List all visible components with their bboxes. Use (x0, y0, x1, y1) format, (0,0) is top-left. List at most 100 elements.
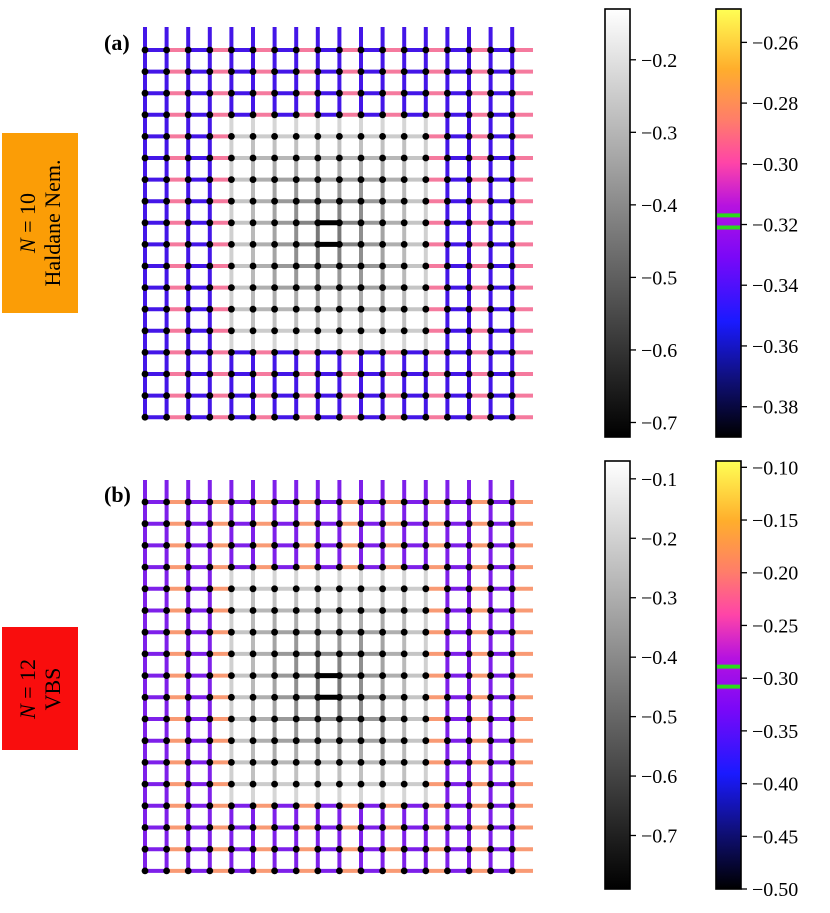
lattice-site (314, 176, 322, 184)
lattice-site (357, 845, 365, 853)
lattice-site (465, 650, 473, 658)
lattice-site (379, 759, 386, 766)
panel-b-color-colorbar-tick-label: −0.10 (752, 457, 798, 479)
lattice-site (206, 845, 214, 853)
lattice-site (314, 327, 322, 335)
lattice-site (444, 802, 451, 810)
lattice-site (465, 219, 473, 227)
lattice-site (444, 498, 451, 506)
lattice-site (487, 780, 494, 788)
lattice-site (206, 349, 214, 356)
panel-a-gray-colorbar-tick-label: −0.2 (641, 50, 677, 72)
lattice-site (249, 68, 257, 75)
lattice-site (141, 89, 149, 97)
lattice-site (487, 176, 494, 184)
lattice-site (141, 672, 149, 679)
lattice-site (357, 241, 365, 248)
lattice-site (184, 715, 192, 723)
lattice-site (163, 133, 171, 140)
lattice-site (422, 46, 430, 54)
lattice-site (465, 349, 473, 356)
lattice-site (336, 802, 343, 810)
lattice-site (508, 284, 516, 291)
lattice-site (336, 392, 343, 399)
lattice-site (184, 824, 192, 831)
lattice-site (379, 628, 386, 636)
lattice-site (249, 715, 257, 723)
lattice-site (228, 607, 235, 614)
lattice-site (184, 607, 192, 614)
lattice-site (271, 563, 278, 571)
lattice-site (379, 585, 386, 593)
lattice-site (228, 46, 235, 54)
lattice-site (444, 197, 451, 205)
lattice-site (228, 68, 235, 75)
lattice-site (314, 585, 322, 593)
lattice-site (444, 628, 451, 636)
lattice-site (336, 197, 343, 205)
panel-b-gray-colorbar-tick-label: −0.3 (641, 588, 677, 610)
lattice-site (206, 370, 214, 378)
lattice-site (271, 867, 278, 875)
lattice-site (422, 585, 430, 593)
lattice-site (292, 89, 300, 97)
lattice-site (465, 867, 473, 875)
lattice-site (314, 715, 322, 723)
lattice-site (400, 585, 408, 593)
lattice-site (314, 672, 322, 679)
lattice-site (465, 197, 473, 205)
lattice-site (357, 370, 365, 378)
lattice-site (422, 715, 430, 723)
lattice-site (379, 370, 386, 378)
lattice-site (487, 413, 494, 421)
panel-a-gray-colorbar-tick-label: −0.3 (641, 122, 677, 144)
panel-b-gray-colorbar-tick-label: −0.4 (641, 647, 677, 669)
lattice-site (422, 693, 430, 701)
lattice-site (422, 845, 430, 853)
lattice-site (508, 520, 516, 528)
lattice-site (141, 607, 149, 614)
lattice-site (422, 759, 430, 766)
lattice-site (271, 262, 278, 270)
panel-a-gray-colorbar-tick-label: −0.4 (641, 195, 677, 217)
lattice-site (271, 542, 278, 549)
lattice-site (379, 111, 386, 119)
lattice-site (487, 392, 494, 399)
lattice-site (292, 845, 300, 853)
lattice-site (379, 520, 386, 528)
lattice-site (379, 715, 386, 723)
lattice-site (400, 824, 408, 831)
lattice-site (444, 262, 451, 270)
lattice-site (465, 672, 473, 679)
lattice-site (508, 737, 516, 745)
lattice-site (379, 262, 386, 270)
lattice-site (271, 715, 278, 723)
lattice-site (422, 262, 430, 270)
lattice-site (357, 219, 365, 227)
lattice-site (206, 68, 214, 75)
lattice-site (336, 284, 343, 291)
lattice-site (184, 845, 192, 853)
panel-a-color-colorbar-tick-label: −0.32 (752, 215, 798, 237)
lattice-site (206, 305, 214, 313)
lattice-site (249, 89, 257, 97)
lattice-site (487, 867, 494, 875)
lattice-site (422, 133, 430, 140)
lattice-site (206, 498, 214, 506)
lattice-site (487, 737, 494, 745)
lattice-site (228, 413, 235, 421)
lattice-site (141, 650, 149, 658)
lattice-site (314, 413, 322, 421)
lattice-site (487, 327, 494, 335)
lattice-site (336, 154, 343, 162)
lattice-site (163, 780, 171, 788)
lattice-site (228, 219, 235, 227)
lattice-site (422, 370, 430, 378)
lattice-site (249, 498, 257, 506)
lattice-site (336, 585, 343, 593)
lattice-site (400, 197, 408, 205)
lattice-site (163, 672, 171, 679)
lattice-site (228, 845, 235, 853)
lattice-site (141, 715, 149, 723)
lattice-site (487, 563, 494, 571)
